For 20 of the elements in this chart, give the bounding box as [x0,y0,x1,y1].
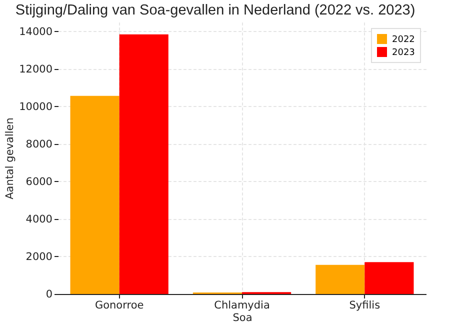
y-tick-label: 14000 [19,26,52,38]
x-tick-label: Gonorroe [94,300,144,312]
x-tick-label: Chlamydia [214,300,270,312]
bar [316,264,365,294]
y-tick-label: 4000 [26,213,52,226]
legend-label: 2022 [392,35,415,45]
y-axis-title: Aantal gevallen [4,118,16,200]
bar [119,34,168,294]
y-tick-label: 10000 [19,100,52,113]
y-tick-label: 0 [46,288,52,300]
y-tick-label: 12000 [19,63,52,76]
bar [70,96,120,294]
x-axis-title: Soa [232,312,252,324]
chart-title: Stijging/Daling van Soa-gevallen in Nederland (2022 vs. 2023) [15,2,416,18]
y-tick-label: 8000 [26,138,52,150]
legend-label: 2023 [392,48,415,58]
bar [364,262,414,294]
x-tick-label: Syfilis [349,300,380,312]
y-tick-label: 2000 [26,250,52,263]
y-tick-label: 6000 [26,176,52,188]
